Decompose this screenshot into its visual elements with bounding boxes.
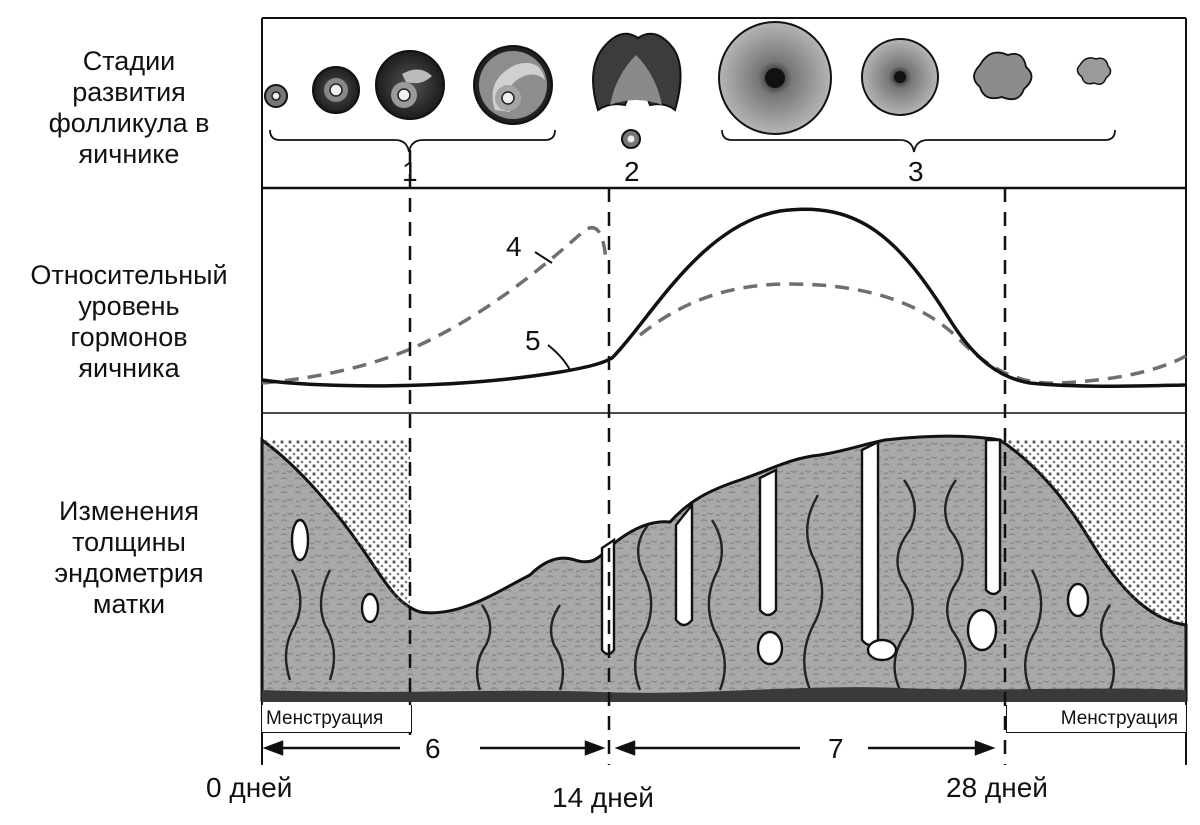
bracket-3: [721, 129, 1116, 153]
follicle-stages-illustration: 1 2 3: [264, 21, 1116, 187]
menstruation-label-right: Менструация: [1006, 705, 1186, 733]
small-corpus-albicans-icon: [1076, 57, 1112, 85]
estrogen-curve-4: [261, 226, 608, 385]
marker-1: 1: [402, 156, 418, 187]
hormone-level-label: Относительный уровень гормонов яичника: [30, 260, 228, 383]
basal-layer: [262, 687, 1186, 702]
marker-7: 7: [828, 733, 844, 764]
progesterone-dashed-continuation: [638, 282, 1187, 385]
marker-5: 5: [525, 325, 541, 356]
corpus-albicans-icon: [973, 51, 1033, 101]
bracket-1: [269, 129, 556, 153]
follicle-stages-label: Стадии развития фолликула в яичнике: [48, 46, 210, 169]
progesterone-curve-5: [261, 207, 1187, 388]
day-divider-lines: [408, 150, 1007, 765]
endometrium-label: Изменения толщины эндометрия матки: [54, 496, 204, 619]
marker-3: 3: [908, 156, 924, 187]
marker-6: 6: [425, 733, 441, 764]
phase-arrows: [262, 740, 996, 756]
day-0-label: 0 дней: [206, 772, 293, 803]
hormone-curves: 4 5: [261, 207, 1187, 388]
marker-4: 4: [506, 231, 522, 262]
marker-2: 2: [624, 156, 640, 187]
menstruation-label-left: Менструация: [262, 705, 412, 733]
day-28-label: 28 дней: [946, 772, 1048, 803]
endometrium-illustration: [260, 434, 1188, 702]
day-14-label: 14 дней: [552, 782, 654, 813]
